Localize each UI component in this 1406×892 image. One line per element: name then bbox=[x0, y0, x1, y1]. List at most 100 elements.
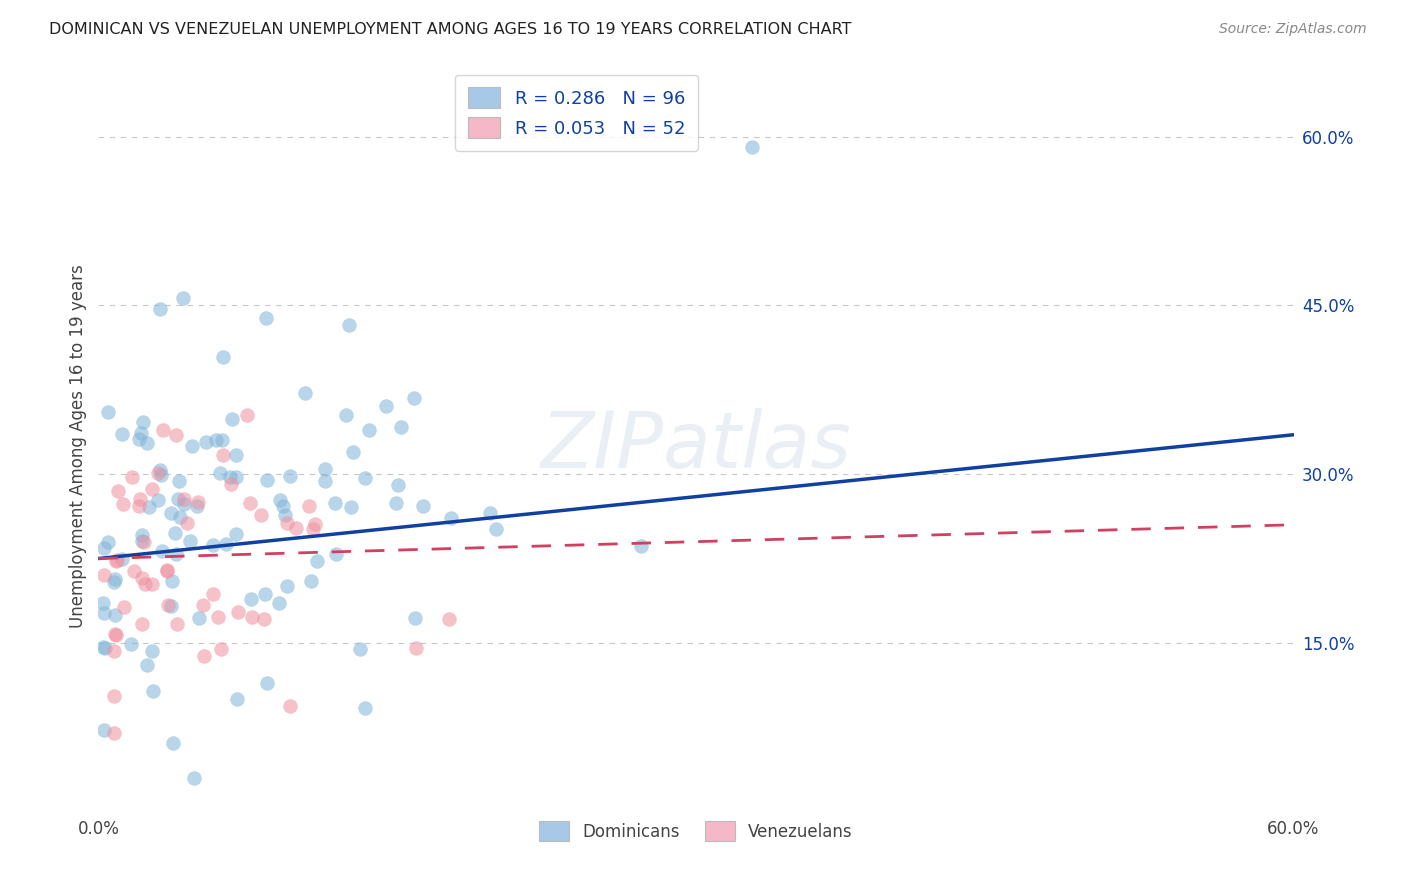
Point bbox=[128, 500, 150, 514]
Point bbox=[142, 684, 165, 698]
Point bbox=[111, 497, 134, 511]
Point bbox=[354, 701, 377, 715]
Y-axis label: Unemployment Among Ages 16 to 19 years: Unemployment Among Ages 16 to 19 years bbox=[69, 264, 87, 628]
Point bbox=[387, 478, 409, 492]
Point bbox=[141, 577, 163, 591]
Point bbox=[122, 564, 145, 578]
Point bbox=[209, 466, 232, 480]
Point bbox=[173, 491, 195, 506]
Point bbox=[267, 596, 290, 610]
Point bbox=[120, 637, 142, 651]
Point bbox=[131, 571, 153, 585]
Point bbox=[225, 527, 247, 541]
Text: DOMINICAN VS VENEZUELAN UNEMPLOYMENT AMONG AGES 16 TO 19 YEARS CORRELATION CHART: DOMINICAN VS VENEZUELAN UNEMPLOYMENT AMO… bbox=[49, 22, 852, 37]
Point bbox=[131, 528, 153, 542]
Point bbox=[104, 554, 127, 568]
Point bbox=[276, 579, 298, 593]
Point bbox=[314, 474, 336, 488]
Point bbox=[159, 507, 181, 521]
Point bbox=[304, 517, 326, 532]
Point bbox=[239, 496, 262, 510]
Point bbox=[103, 574, 125, 589]
Point bbox=[111, 427, 134, 442]
Point bbox=[339, 500, 361, 514]
Point bbox=[129, 425, 152, 440]
Point bbox=[104, 607, 127, 622]
Point bbox=[166, 617, 188, 632]
Point bbox=[103, 689, 125, 703]
Point bbox=[404, 610, 426, 624]
Point bbox=[239, 592, 262, 607]
Point bbox=[211, 434, 233, 448]
Point bbox=[93, 606, 115, 620]
Point bbox=[405, 641, 427, 656]
Point bbox=[105, 628, 128, 642]
Point bbox=[149, 463, 172, 477]
Point bbox=[176, 516, 198, 531]
Point bbox=[385, 496, 408, 510]
Point bbox=[235, 408, 257, 422]
Point bbox=[302, 522, 325, 536]
Point bbox=[112, 599, 135, 614]
Point bbox=[156, 563, 179, 577]
Point bbox=[226, 605, 249, 619]
Point bbox=[211, 351, 233, 365]
Point bbox=[141, 483, 163, 497]
Point bbox=[271, 500, 294, 514]
Point bbox=[278, 699, 301, 714]
Point bbox=[96, 405, 118, 419]
Point bbox=[93, 723, 115, 738]
Point bbox=[221, 412, 243, 426]
Point bbox=[186, 500, 208, 514]
Point bbox=[103, 726, 125, 740]
Point bbox=[342, 445, 364, 459]
Point bbox=[285, 521, 308, 535]
Point bbox=[173, 497, 195, 511]
Point bbox=[157, 599, 180, 613]
Point bbox=[253, 587, 276, 601]
Point bbox=[201, 587, 224, 601]
Point bbox=[484, 522, 506, 536]
Point bbox=[156, 564, 179, 578]
Point bbox=[121, 469, 143, 483]
Point bbox=[240, 610, 263, 624]
Point bbox=[149, 302, 172, 317]
Point bbox=[136, 657, 159, 672]
Point bbox=[294, 385, 316, 400]
Point bbox=[97, 534, 120, 549]
Point bbox=[325, 547, 347, 561]
Point bbox=[146, 466, 169, 480]
Point bbox=[163, 525, 186, 540]
Point bbox=[391, 420, 413, 434]
Point bbox=[131, 534, 153, 549]
Point bbox=[440, 511, 463, 525]
Point bbox=[194, 435, 217, 450]
Point bbox=[150, 543, 173, 558]
Point bbox=[325, 496, 347, 510]
Point bbox=[181, 439, 204, 453]
Point bbox=[299, 574, 322, 588]
Point bbox=[353, 470, 375, 484]
Point bbox=[160, 599, 183, 614]
Point bbox=[134, 577, 156, 591]
Point bbox=[225, 448, 247, 462]
Text: ZIPatlas: ZIPatlas bbox=[540, 408, 852, 484]
Point bbox=[276, 516, 298, 530]
Point bbox=[148, 492, 170, 507]
Point bbox=[183, 771, 205, 785]
Point bbox=[165, 428, 187, 442]
Point bbox=[225, 691, 247, 706]
Legend: Dominicans, Venezuelans: Dominicans, Venezuelans bbox=[533, 814, 859, 847]
Point bbox=[169, 510, 191, 524]
Point bbox=[215, 537, 238, 551]
Point bbox=[94, 640, 117, 655]
Point bbox=[437, 612, 460, 626]
Point bbox=[253, 612, 276, 626]
Point bbox=[191, 598, 214, 612]
Point bbox=[105, 553, 128, 567]
Point bbox=[375, 399, 398, 413]
Point bbox=[225, 470, 247, 484]
Point bbox=[111, 552, 134, 566]
Point bbox=[278, 469, 301, 483]
Point bbox=[103, 644, 125, 658]
